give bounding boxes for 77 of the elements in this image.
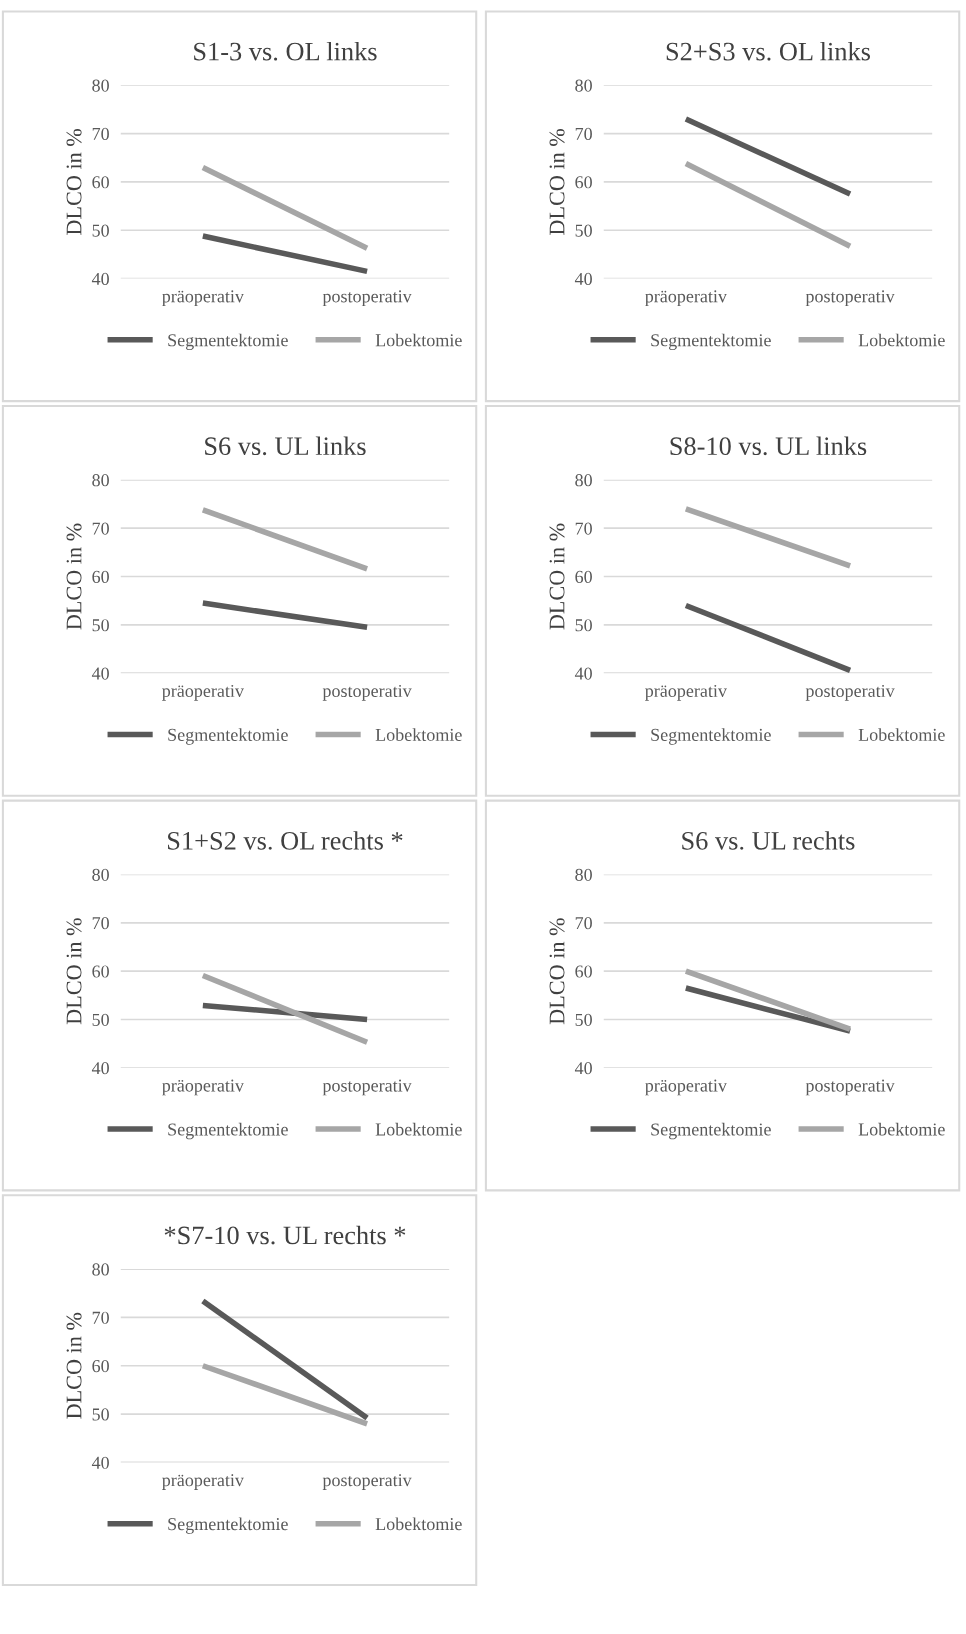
y-tick-label: 40 (91, 1062, 109, 1075)
y-axis-title: DLCO in % (66, 128, 82, 235)
y-tick-label: 60 (92, 965, 109, 978)
y-tick-label: 40 (574, 1062, 592, 1075)
chart-title: S6 vs. UL links (205, 436, 366, 456)
legend-label: Segmentektomie (651, 728, 771, 745)
legend-label: Lobektomie (858, 333, 945, 347)
y-tick-label: 50 (575, 619, 592, 632)
x-tick-label: präoperativ (162, 684, 244, 701)
y-tick-label: 70 (575, 127, 592, 141)
y-tick-label: 70 (92, 522, 109, 535)
legend-label: Lobektomie (375, 1122, 462, 1136)
y-tick-label: 80 (575, 474, 592, 487)
y-tick-label: 70 (92, 1311, 109, 1324)
y-tick-label: 40 (91, 272, 109, 286)
y-axis-title: DLCO in % (66, 523, 82, 630)
chart-title: S8-10 vs. UL links (670, 436, 867, 456)
y-tick-label: 60 (575, 176, 592, 189)
y-tick-label: 50 (575, 1013, 592, 1026)
y-tick-label: 50 (92, 619, 109, 632)
y-tick-label: 80 (92, 474, 109, 487)
x-tick-label: postoperativ (805, 1079, 895, 1096)
y-tick-label: 70 (92, 127, 109, 141)
x-tick-label: präoperativ (162, 1474, 244, 1490)
y-tick-label: 40 (91, 667, 109, 680)
y-tick-label: 40 (574, 272, 592, 286)
y-tick-label: 80 (92, 79, 109, 92)
y-tick-label: 60 (92, 570, 109, 583)
x-tick-label: präoperativ (645, 684, 727, 701)
chart-title: S2+S3 vs. OL links (666, 41, 871, 61)
legend-label: Segmentektomie (651, 1122, 771, 1140)
y-tick-label: 50 (92, 1013, 109, 1026)
y-tick-label: 50 (92, 224, 109, 237)
legend-label: Segmentektomie (651, 333, 771, 351)
x-tick-label: präoperativ (645, 1079, 727, 1096)
x-tick-label: postoperativ (805, 684, 895, 701)
legend-label: Lobektomie (375, 333, 462, 347)
legend-label: Segmentektomie (168, 333, 288, 351)
x-tick-label: postoperativ (322, 290, 412, 307)
y-tick-label: 80 (92, 1263, 109, 1276)
x-tick-label: postoperativ (322, 1079, 412, 1096)
x-tick-label: postoperativ (322, 684, 412, 701)
x-tick-label: präoperativ (162, 290, 244, 307)
legend-label: Lobektomie (858, 728, 945, 741)
y-axis-title: DLCO in % (66, 1312, 82, 1419)
legend-label: Segmentektomie (168, 728, 288, 745)
x-tick-label: postoperativ (805, 290, 895, 307)
y-tick-label: 70 (92, 917, 109, 930)
y-tick-label: 80 (92, 868, 109, 881)
chart-title: S6 vs. UL rechts (682, 831, 855, 850)
y-tick-label: 80 (575, 79, 592, 92)
legend-label: Segmentektomie (168, 1122, 288, 1140)
y-axis-title: DLCO in % (549, 918, 565, 1025)
y-tick-label: 70 (575, 917, 592, 930)
y-axis-title: DLCO in % (549, 128, 565, 235)
y-tick-label: 50 (92, 1408, 109, 1421)
legend-label: Segmentektomie (168, 1517, 288, 1534)
x-tick-label: postoperativ (322, 1474, 412, 1490)
y-tick-label: 40 (91, 1456, 109, 1469)
chart-title: S1-3 vs. OL links (194, 41, 377, 61)
y-axis-title: DLCO in % (66, 918, 82, 1025)
y-tick-label: 40 (574, 667, 592, 680)
y-tick-label: 60 (92, 1360, 109, 1373)
x-tick-label: präoperativ (162, 1079, 244, 1096)
legend-label: Lobektomie (858, 1122, 945, 1136)
y-tick-label: 80 (575, 868, 592, 881)
chart-title: S1+S2 vs. OL rechts * (168, 831, 403, 850)
x-tick-label: präoperativ (645, 290, 727, 307)
y-axis-title: DLCO in % (549, 523, 565, 630)
legend-label: Lobektomie (375, 728, 462, 741)
y-tick-label: 60 (575, 965, 592, 978)
y-tick-label: 70 (575, 522, 592, 535)
legend-label: Lobektomie (375, 1517, 462, 1531)
chart-title: *S7-10 vs. UL rechts * (164, 1225, 406, 1245)
y-tick-label: 60 (575, 570, 592, 583)
y-tick-label: 50 (575, 224, 592, 237)
y-tick-label: 60 (92, 176, 109, 189)
